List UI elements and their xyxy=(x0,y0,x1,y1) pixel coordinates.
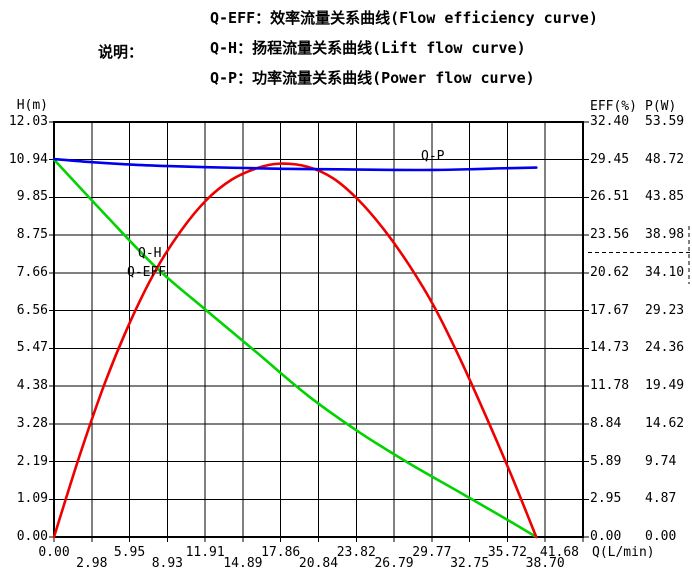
tick-label: 2.19 xyxy=(16,453,48,469)
tick-label: 14.62 xyxy=(645,415,685,431)
right-axis-title-eff: EFF(%) xyxy=(590,99,637,114)
legend-item-qeff: Q-EFF：效率流量关系曲线(Flow efficiency curve) xyxy=(210,9,598,27)
tick-label: 2.95 xyxy=(590,491,622,507)
left-axis-title-h: H(m) xyxy=(16,98,48,113)
tick-label: 29.45 xyxy=(590,151,630,167)
tick-label: 9.85 xyxy=(16,189,48,205)
legend-item-qp: Q-P：功率流量关系曲线(Power flow curve) xyxy=(210,69,535,87)
tick-label: 10.94 xyxy=(8,151,48,167)
tick-label: 43.85 xyxy=(645,189,685,205)
tick-label: 5.95 xyxy=(113,545,146,560)
curve-q-h xyxy=(52,158,538,539)
tick-label: 8.75 xyxy=(16,227,48,243)
tick-label: 14.89 xyxy=(223,556,263,571)
tick-label: 0.00 xyxy=(38,545,70,560)
tick-label: 8.93 xyxy=(151,556,183,571)
legend-item-qh: Q-H：扬程流量关系曲线(Lift flow curve) xyxy=(210,39,526,57)
tick-label: 48.72 xyxy=(645,151,685,167)
tick-label: 6.56 xyxy=(16,302,48,318)
tick-label: 11.78 xyxy=(590,378,630,394)
tick-label: 5.47 xyxy=(16,340,48,356)
right-axis-title-p: P(W) xyxy=(645,99,677,114)
tick-label: 4.87 xyxy=(645,491,677,507)
tick-label: 2.98 xyxy=(76,556,108,571)
curve-q-eff xyxy=(52,162,538,539)
tick-label: 23.82 xyxy=(336,545,376,560)
tick-label: 20.84 xyxy=(298,556,339,571)
tick-label: 11.91 xyxy=(185,545,225,560)
tick-label: 8.84 xyxy=(590,415,622,431)
tick-label: 19.49 xyxy=(645,378,685,394)
tick-label: 38.70 xyxy=(525,556,565,571)
tick-label: 29.77 xyxy=(412,545,452,560)
tick-label: 1.09 xyxy=(16,491,48,507)
plot-border xyxy=(53,121,584,538)
tick-label: 35.72 xyxy=(487,545,527,560)
curve-label-qeff: Q-EFF xyxy=(127,265,167,280)
legend-title: 说明： xyxy=(98,43,144,61)
tick-label: 53.59 xyxy=(645,114,685,129)
tick-label: 23.56 xyxy=(590,227,630,243)
tick-label: 7.66 xyxy=(16,264,48,280)
tick-label: 41.68 xyxy=(539,545,579,560)
tick-label: 34.10 xyxy=(645,264,685,280)
curve-label-qh: Q-H xyxy=(138,246,162,261)
tick-label: 9.74 xyxy=(645,453,677,469)
tick-label: 12.03 xyxy=(8,114,48,129)
tick-label: 5.89 xyxy=(590,453,622,469)
curve-q-p xyxy=(52,157,538,172)
tick-label: 20.62 xyxy=(590,264,630,280)
tick-label: 4.38 xyxy=(16,378,48,394)
tick-label: 32.75 xyxy=(450,556,490,571)
x-axis-title-q: Q(L/min) xyxy=(592,545,655,560)
curve-label-qp: Q-P xyxy=(421,149,445,164)
tick-label: 29.23 xyxy=(645,302,685,318)
tick-label: 17.67 xyxy=(590,302,630,318)
tick-label: 38.98 xyxy=(645,227,685,243)
tick-label: 26.51 xyxy=(590,189,630,205)
tick-label: 0.00 xyxy=(590,529,622,544)
tick-label: 24.36 xyxy=(645,340,685,356)
tick-label: 3.28 xyxy=(16,415,48,431)
tick-label: 17.86 xyxy=(261,545,301,560)
tick-label: 14.73 xyxy=(590,340,630,356)
tick-label: 0.00 xyxy=(16,529,48,544)
tick-label: 0.00 xyxy=(645,529,677,544)
tick-label: 26.79 xyxy=(374,556,414,571)
tick-label: 32.40 xyxy=(590,114,630,129)
